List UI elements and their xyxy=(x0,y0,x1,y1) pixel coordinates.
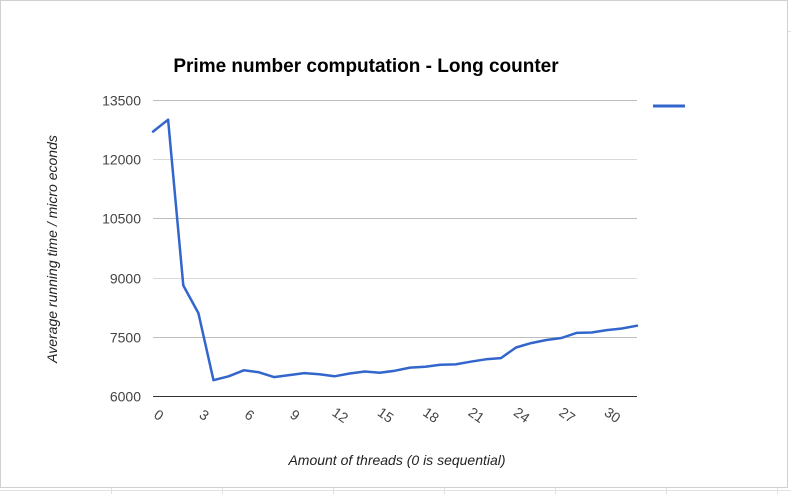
x-tick-label: 0 xyxy=(151,406,167,424)
y-tick-label: 6000 xyxy=(110,389,141,405)
x-tick-label: 12 xyxy=(329,404,351,426)
y-tick-label: 9000 xyxy=(110,271,141,287)
x-tick-label: 6 xyxy=(242,406,258,424)
x-tick-label: 9 xyxy=(287,406,303,424)
y-tick-label: 12000 xyxy=(102,152,141,168)
x-axis-ticks: 0 3 6 9 12 15 18 21 24 27 30 xyxy=(151,404,624,426)
x-tick-label: 21 xyxy=(466,404,488,426)
x-tick-label: 3 xyxy=(196,406,212,424)
x-tick-label: 18 xyxy=(420,404,442,426)
line-chart: Prime number computation - Long counter … xyxy=(44,56,685,468)
y-tick-label: 7500 xyxy=(110,330,141,346)
x-tick-label: 24 xyxy=(511,404,533,426)
x-tick-label: 15 xyxy=(375,404,397,426)
y-axis-label: Average running time / micro econds xyxy=(44,135,60,364)
series-layer xyxy=(151,118,639,382)
x-axis-label: Amount of threads (0 is sequential) xyxy=(287,452,505,468)
x-tick-label: 30 xyxy=(602,404,624,426)
x-tick-label: 27 xyxy=(556,404,578,426)
chart-title: Prime number computation - Long counter xyxy=(173,56,559,77)
y-tick-label: 10500 xyxy=(102,211,141,227)
y-axis-ticks: 6000 7500 9000 10500 12000 13500 xyxy=(102,93,141,405)
gridlines xyxy=(153,100,637,397)
y-tick-label: 13500 xyxy=(102,93,141,109)
series-line xyxy=(151,118,639,382)
